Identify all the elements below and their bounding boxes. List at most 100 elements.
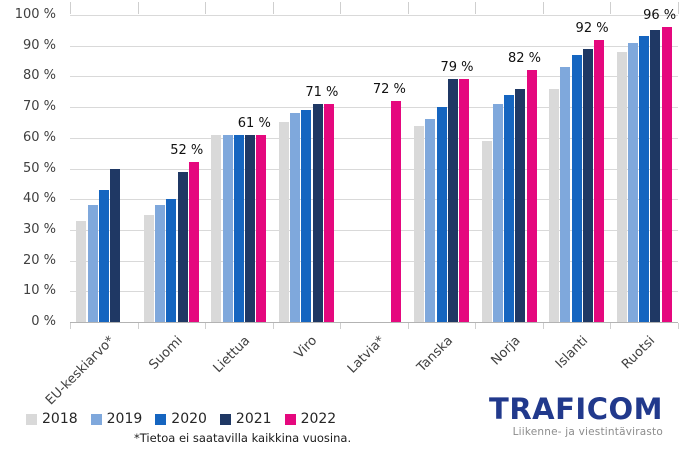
x-axis-category-label: Latvia*: [344, 333, 388, 377]
bar-2020-Viro: [301, 110, 312, 322]
gridline-10: [70, 291, 678, 293]
axis-tick-top: [475, 2, 477, 14]
axis-tick-bottom: [475, 323, 477, 329]
bar-2021-Suomi: [177, 171, 188, 322]
bar-2021-Islanti: [582, 48, 593, 322]
value-label-Tanska: 79 %: [440, 60, 474, 76]
gridline-30: [70, 229, 678, 231]
bar-2021-Ruotsi: [650, 30, 661, 322]
y-axis-tick-label: 90 %: [22, 37, 56, 53]
legend-swatch-2020: [155, 413, 167, 425]
legend-item-2018: 2018: [26, 411, 78, 427]
gridline-60: [70, 137, 678, 139]
bar-2018-Suomi: [143, 214, 154, 322]
bar-2020-EU-keskiarvo*: [98, 189, 109, 322]
bar-2019-Tanska: [425, 119, 436, 322]
bar-2018-Islanti: [549, 88, 560, 322]
axis-tick-top: [407, 2, 409, 14]
axis-tick-top: [542, 2, 544, 14]
bar-2021-EU-keskiarvo*: [109, 168, 120, 322]
legend-swatch-2019: [90, 413, 102, 425]
x-axis-category-label: Viro: [292, 333, 321, 362]
legend-label: 2018: [42, 411, 78, 427]
x-axis-category-label: Liettua: [210, 333, 253, 377]
x-axis-category-label: Tanska: [413, 333, 456, 376]
bar-2022-Norja: [526, 70, 537, 322]
axis-tick-bottom: [340, 323, 342, 329]
y-axis-tick-label: 10 %: [22, 283, 56, 299]
legend-label: 2022: [300, 411, 337, 427]
axis-tick-top: [610, 2, 612, 14]
y-axis-tick-label: 50 %: [22, 160, 56, 176]
bar-2022-Tanska: [458, 79, 469, 322]
bar-2020-Ruotsi: [639, 36, 650, 322]
x-axis-category-label: Suomi: [145, 333, 186, 373]
x-axis-category-label: Ruotsi: [619, 333, 659, 373]
logo-brand-text: TRAFICOM: [489, 392, 663, 426]
bar-2018-Liettua: [211, 134, 222, 322]
bar-2019-EU-keskiarvo*: [87, 205, 98, 322]
legend-label: 2021: [235, 411, 272, 427]
legend-item-2020: 2020: [155, 411, 207, 427]
bar-2022-Ruotsi: [661, 27, 672, 322]
bar-2021-Liettua: [245, 134, 256, 322]
axis-tick-bottom: [272, 323, 274, 329]
axis-tick-bottom: [610, 323, 612, 329]
bar-2018-EU-keskiarvo*: [76, 220, 87, 322]
bar-2019-Viro: [290, 113, 301, 322]
bar-2019-Ruotsi: [628, 42, 639, 322]
axis-tick-top: [137, 2, 139, 14]
bar-2018-Norja: [481, 140, 492, 322]
axis-tick-top: [272, 2, 274, 14]
gridline-80: [70, 76, 678, 78]
gridline-100: [70, 15, 678, 16]
bar-2018-Tanska: [414, 125, 425, 322]
bar-2019-Suomi: [155, 205, 166, 322]
axis-tick-top: [340, 2, 342, 14]
axis-tick-top: [205, 2, 207, 14]
bar-2021-Norja: [515, 88, 526, 322]
value-label-Ruotsi: 96 %: [643, 8, 677, 24]
bar-2019-Liettua: [222, 134, 233, 322]
legend-label: 2019: [106, 411, 143, 427]
y-axis-tick-label: 100 %: [14, 7, 56, 22]
bar-2022-Latvia*: [391, 100, 402, 322]
y-axis-tick-label: 20 %: [22, 252, 56, 268]
axis-tick-bottom: [205, 323, 207, 329]
bar-2020-Norja: [504, 94, 515, 322]
bar-2022-Viro: [323, 104, 334, 322]
bar-2020-Tanska: [436, 107, 447, 322]
bar-2019-Norja: [492, 104, 503, 322]
axis-tick-bottom: [70, 323, 71, 329]
axis-tick-bottom: [137, 323, 139, 329]
bar-2021-Tanska: [447, 79, 458, 322]
bar-2021-Viro: [312, 104, 323, 322]
y-axis-tick-label: 60 %: [22, 129, 56, 145]
legend-swatch-2022: [284, 413, 296, 425]
x-axis-category-label: Norja: [488, 333, 524, 369]
footnote-text: *Tietoa ei saatavilla kaikkina vuosina.: [134, 431, 352, 445]
gridline-70: [70, 107, 678, 109]
legend-swatch-2021: [219, 413, 231, 425]
y-axis-tick-label: 80 %: [22, 68, 56, 84]
bar-2022-Islanti: [594, 39, 605, 322]
traficom-logo: TRAFICOM Liikenne- ja viestintävirasto: [489, 394, 663, 438]
value-label-Islanti: 92 %: [575, 20, 609, 36]
gridline-40: [70, 199, 678, 201]
legend-label: 2020: [171, 411, 207, 427]
legend-swatch-2018: [26, 413, 37, 425]
axis-tick-bottom: [678, 323, 679, 329]
axis-tick-top: [678, 2, 679, 14]
y-axis-tick-label: 70 %: [22, 99, 56, 115]
y-axis-tick-label: 30 %: [22, 221, 56, 237]
x-axis-category-label: EU-keskiarvo*: [42, 333, 118, 409]
gridline-20: [70, 260, 678, 262]
bar-2022-Liettua: [256, 134, 267, 322]
axis-tick-bottom: [407, 323, 409, 329]
value-label-Suomi: 52 %: [170, 143, 204, 159]
x-axis-line: [70, 322, 678, 323]
gridline-50: [70, 168, 678, 170]
bar-2018-Viro: [279, 122, 290, 322]
legend: 2018 2019 2020 2021 2022: [26, 411, 336, 427]
